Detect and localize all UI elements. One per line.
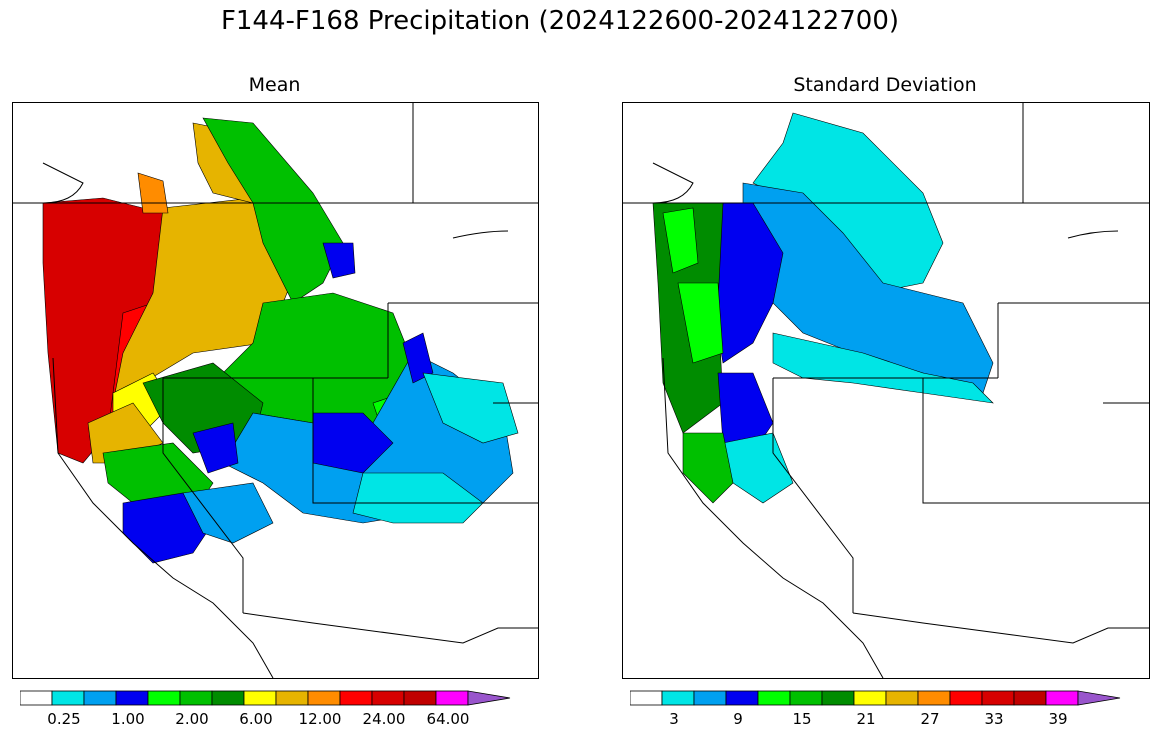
stdev-colorbar: [630, 690, 1121, 706]
colorbar-cell: [83, 690, 117, 706]
colorbar-tick-label: 12.00: [298, 710, 342, 728]
colorbar-cell: [853, 690, 887, 706]
colorbar-cell: [147, 690, 181, 706]
colorbar-cell: [467, 690, 511, 706]
colorbar-cell: [371, 690, 405, 706]
colorbar-cell: [789, 690, 823, 706]
colorbar-tick-label: 24.00: [362, 710, 406, 728]
colorbar-cell: [949, 690, 983, 706]
stdev-state-borders: [623, 103, 1149, 678]
stdev-panel-title: Standard Deviation: [793, 74, 977, 96]
colorbar-cell: [1013, 690, 1047, 706]
colorbar-tick-label: 0.25: [47, 710, 81, 728]
colorbar-cell: [20, 690, 53, 706]
mean-map: [12, 102, 539, 679]
stdev-map: [622, 102, 1150, 679]
colorbar-cell: [725, 690, 759, 706]
colorbar-cell: [1045, 690, 1079, 706]
mean-colorbar-cells: [20, 690, 511, 706]
colorbar-cell: [661, 690, 695, 706]
colorbar-cell: [821, 690, 855, 706]
colorbar-tick-label: 33: [984, 710, 1004, 728]
figure-title: F144-F168 Precipitation (2024122600-2024…: [220, 6, 900, 36]
colorbar-tick-label: 39: [1048, 710, 1068, 728]
colorbar-cell: [435, 690, 469, 706]
colorbar-cell: [115, 690, 149, 706]
colorbar-cell: [693, 690, 727, 706]
colorbar-cell: [885, 690, 919, 706]
colorbar-tick-label: 64.00: [426, 710, 470, 728]
mean-map-svg: [13, 103, 538, 678]
colorbar-cell: [243, 690, 277, 706]
colorbar-cell: [403, 690, 437, 706]
mean-precip-regions: [42, 117, 519, 564]
colorbar-cell: [307, 690, 341, 706]
mean-state-borders: [13, 103, 538, 678]
stdev-regions: [652, 112, 994, 504]
stdev-map-svg: [623, 103, 1149, 678]
mean-colorbar: [20, 690, 511, 706]
colorbar-cell: [630, 690, 663, 706]
colorbar-cell: [179, 690, 213, 706]
stdev-colorbar-cells: [630, 690, 1121, 706]
colorbar-tick-label: 6.00: [239, 710, 273, 728]
colorbar-cell: [339, 690, 373, 706]
colorbar-cell: [1077, 690, 1121, 706]
colorbar-cell: [981, 690, 1015, 706]
colorbar-tick-label: 1.00: [111, 710, 145, 728]
mean-panel-title: Mean: [248, 74, 301, 96]
colorbar-tick-label: 2.00: [175, 710, 209, 728]
colorbar-tick-label: 3: [669, 710, 679, 728]
colorbar-tick-label: 9: [733, 710, 743, 728]
colorbar-tick-label: 27: [920, 710, 940, 728]
colorbar-cell: [275, 690, 309, 706]
colorbar-tick-label: 21: [856, 710, 876, 728]
colorbar-cell: [211, 690, 245, 706]
colorbar-tick-label: 15: [792, 710, 812, 728]
colorbar-cell: [757, 690, 791, 706]
colorbar-cell: [917, 690, 951, 706]
colorbar-cell: [51, 690, 85, 706]
